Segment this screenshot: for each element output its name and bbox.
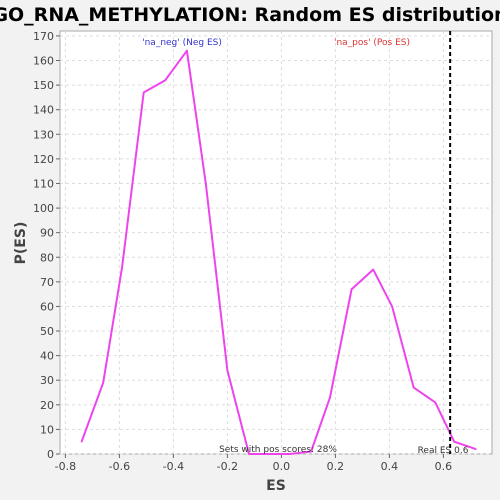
x-axis-ticks: -0.8 -0.6 -0.4 -0.2 0.0 0.2 0.4 0.6 — [55, 454, 452, 473]
data-point — [102, 381, 104, 384]
data-point — [248, 453, 250, 455]
x-tick-label: 0.6 — [435, 460, 453, 473]
y-tick-label: 20 — [40, 399, 54, 412]
data-point — [186, 49, 188, 52]
es-distribution-line — [80, 49, 477, 455]
data-point — [310, 450, 312, 453]
y-tick-label: 80 — [40, 251, 54, 264]
y-axis-label: P(ES) — [13, 222, 29, 265]
y-tick-label: 120 — [33, 153, 54, 166]
y-tick-label: 10 — [40, 423, 54, 436]
chart-title: GO_RNA_METHYLATION: Random ES distributi… — [0, 4, 500, 26]
y-tick-label: 110 — [33, 177, 54, 190]
data-point — [453, 440, 456, 443]
grid-lines — [60, 31, 492, 455]
y-tick-label: 160 — [33, 55, 54, 68]
y-tick-label: 40 — [40, 350, 54, 363]
y-tick-label: 70 — [40, 276, 54, 289]
y-tick-label: 100 — [33, 202, 54, 215]
data-point — [288, 453, 291, 455]
y-tick-label: 130 — [33, 128, 54, 141]
y-tick-label: 30 — [40, 374, 54, 387]
neg-es-label: 'na_neg' (Neg ES) — [142, 38, 222, 48]
data-point — [372, 268, 375, 271]
y-tick-label: 60 — [40, 300, 54, 313]
data-point — [205, 182, 207, 185]
data-point — [267, 453, 269, 455]
plot-area — [59, 30, 493, 455]
data-point — [475, 448, 477, 450]
real-es-label: Real ES 0.6 — [418, 446, 469, 456]
data-point — [121, 266, 123, 268]
x-tick-label: 0.2 — [327, 460, 345, 473]
x-tick-label: -0.8 — [55, 460, 76, 473]
data-point — [329, 396, 331, 399]
x-tick-label: 0.0 — [273, 460, 291, 473]
y-tick-label: 50 — [40, 325, 54, 338]
sets-with-pos-label: Sets with pos scores: 28% — [219, 445, 337, 455]
x-tick-label: -0.2 — [217, 460, 238, 473]
x-tick-label: -0.4 — [163, 460, 184, 473]
data-point — [142, 91, 145, 94]
series-layer — [80, 49, 477, 455]
data-point — [80, 440, 83, 443]
data-point — [434, 401, 437, 404]
data-point — [412, 386, 415, 389]
x-axis-label: ES — [266, 478, 286, 494]
y-tick-label: 0 — [47, 448, 54, 461]
x-tick-label: -0.6 — [109, 460, 130, 473]
data-point — [226, 369, 229, 372]
data-point — [350, 288, 353, 291]
pos-es-label: 'na_pos' (Pos ES) — [334, 38, 410, 48]
y-tick-label: 140 — [33, 104, 54, 117]
x-tick-label: 0.4 — [381, 460, 399, 473]
y-tick-label: 90 — [40, 227, 54, 240]
data-point — [164, 79, 167, 81]
y-tick-label: 170 — [33, 30, 54, 43]
y-axis-ticks: 0 10 20 30 40 50 60 70 80 90 100 110 120 130 140 150 160… — [33, 30, 60, 461]
data-point — [391, 305, 393, 308]
y-tick-label: 150 — [33, 79, 54, 92]
